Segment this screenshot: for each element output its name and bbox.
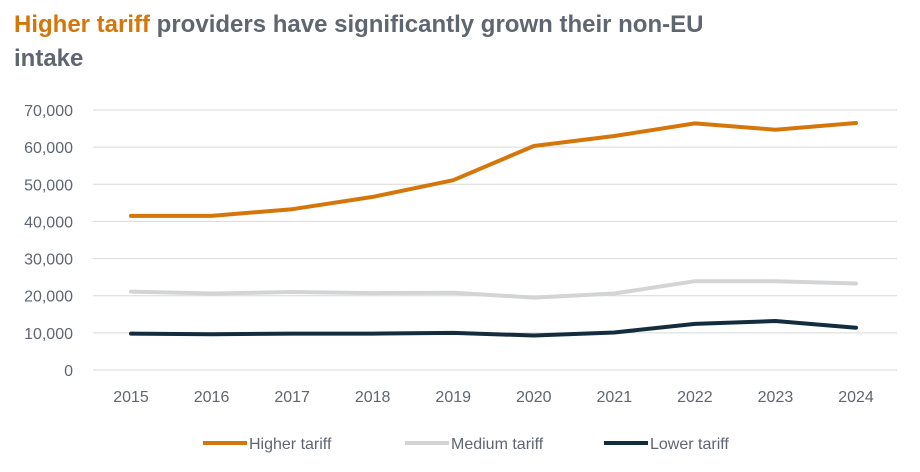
title-rest: providers have significantly grown their… (14, 11, 704, 72)
gridlines (93, 109, 897, 371)
y-axis-ticks: 0 10,000 20,000 30,000 40,000 50,000 60,000 70,… (24, 103, 73, 380)
legend: Higher tariff Medium tariff Lower tariff (203, 436, 729, 453)
x-tick-label: 2023 (758, 389, 794, 406)
x-tick-label: 2020 (516, 389, 552, 406)
series-line-lower-tariff (129, 319, 858, 338)
title-highlight: Higher tariff (14, 11, 151, 38)
y-tick-label: 70,000 (24, 103, 73, 120)
x-tick-label: 2024 (838, 389, 874, 406)
x-tick-label: 2016 (194, 389, 230, 406)
legend-label-higher-tariff: Higher tariff (249, 436, 332, 453)
y-tick-label: 50,000 (24, 177, 73, 194)
x-tick-label: 2015 (113, 389, 149, 406)
legend-label-lower-tariff: Lower tariff (650, 436, 729, 453)
x-tick-label: 2017 (274, 389, 310, 406)
series-line-medium-tariff (129, 279, 858, 300)
y-tick-label: 40,000 (24, 214, 73, 231)
legend-label-medium-tariff: Medium tariff (451, 436, 544, 453)
y-tick-label: 0 (64, 363, 73, 380)
x-tick-label: 2021 (597, 389, 633, 406)
chart-title: Higher tariff providers have significant… (14, 8, 714, 76)
y-tick-label: 60,000 (24, 140, 73, 157)
y-tick-label: 30,000 (24, 252, 73, 269)
x-tick-label: 2022 (677, 389, 713, 406)
y-tick-label: 20,000 (24, 289, 73, 306)
x-tick-label: 2018 (355, 389, 391, 406)
series-lines (129, 121, 858, 338)
y-tick-label: 10,000 (24, 326, 73, 343)
x-axis-ticks: 2015 2016 2017 2018 2019 2020 2021 2022 2023 2024 (113, 389, 874, 406)
series-line-higher-tariff (129, 121, 858, 218)
x-tick-label: 2019 (435, 389, 471, 406)
